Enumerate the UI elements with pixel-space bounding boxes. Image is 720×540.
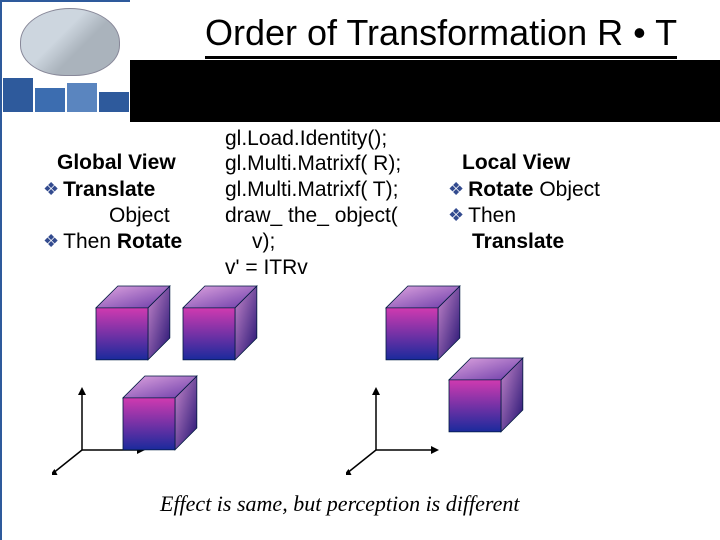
global-view-line3: ❖Then Rotate — [43, 230, 182, 254]
code-line-3: gl.Multi.Matrixf( T); — [225, 178, 398, 202]
local-view-heading: Local View — [462, 151, 570, 175]
local-view-line1: ❖Rotate Object — [448, 178, 600, 202]
slide-title: Order of Transformation R • T — [205, 12, 677, 59]
diamond-bullet-icon: ❖ — [448, 205, 464, 225]
code-line-1: gl.Load.Identity(); — [225, 127, 387, 151]
cube-icon — [122, 375, 200, 453]
code-line-5: v); — [252, 230, 275, 254]
diamond-bullet-icon: ❖ — [43, 231, 59, 251]
diamond-bullet-icon: ❖ — [448, 179, 464, 199]
global-view-heading: Global View — [57, 151, 176, 175]
code-line-4: draw_ the_ object( — [225, 204, 398, 228]
global-view-line2: Object — [109, 204, 170, 228]
title-blackbar — [130, 60, 720, 122]
cube-icon — [448, 357, 526, 435]
diamond-bullet-icon: ❖ — [43, 179, 59, 199]
global-view-line1: ❖Translate — [43, 178, 155, 202]
cube-icon — [182, 285, 260, 363]
code-line-6: v' = ITRv — [225, 256, 308, 280]
cube-icon — [385, 285, 463, 363]
local-view-line2: ❖Then — [448, 204, 516, 228]
decor-bars — [2, 78, 130, 112]
code-line-2: gl.Multi.Matrixf( R); — [225, 152, 401, 176]
local-view-line3: Translate — [472, 230, 564, 254]
footer-text: Effect is same, but perception is differ… — [160, 491, 519, 517]
cube-icon — [95, 285, 173, 363]
decor-mouse-image — [20, 8, 120, 76]
